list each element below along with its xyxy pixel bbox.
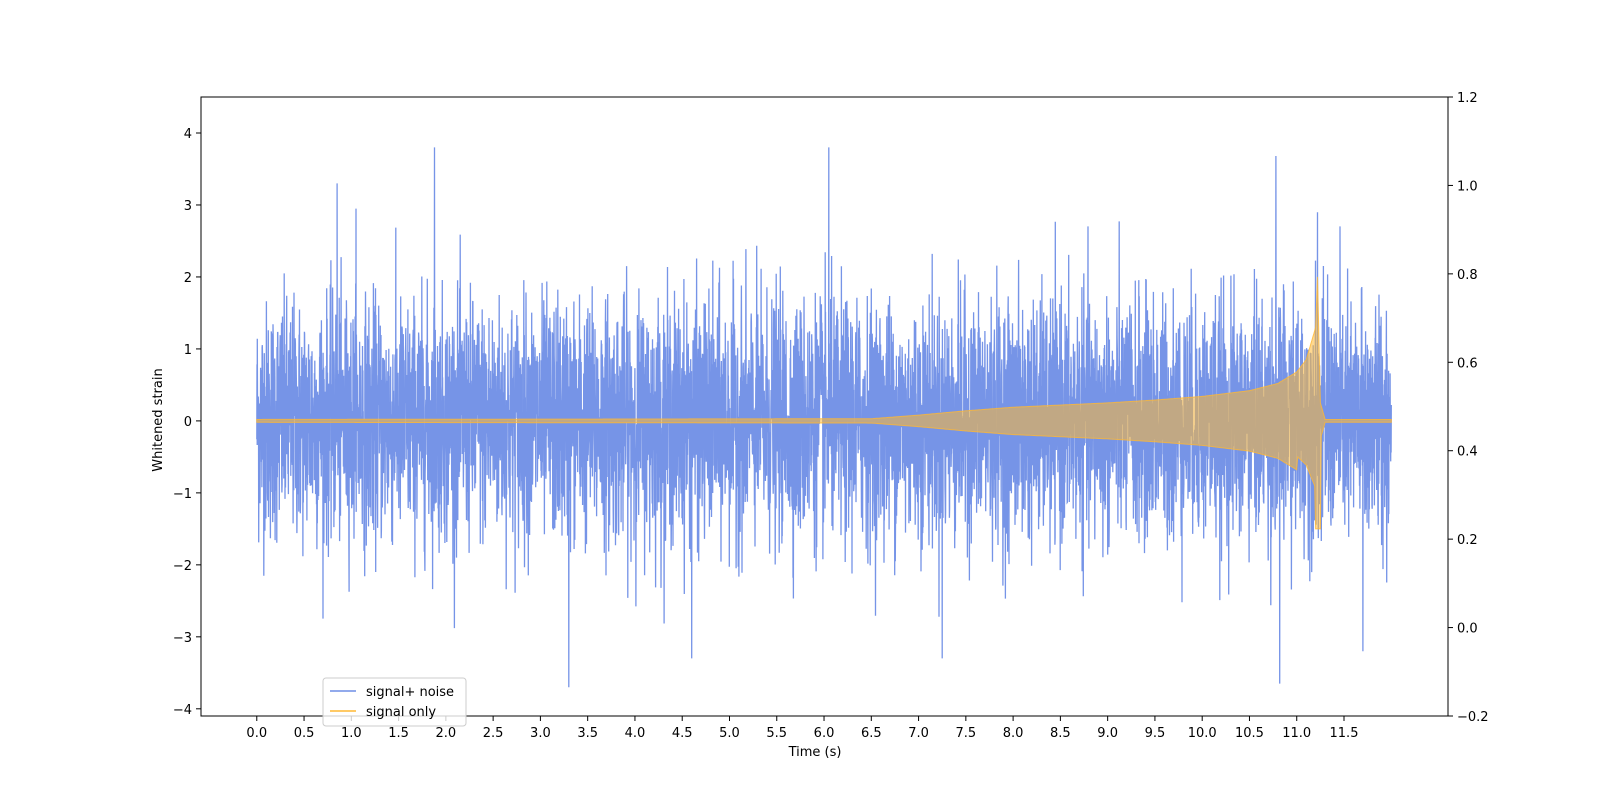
y-tick-label: −4 [173,703,192,718]
x-tick-label: 11.5 [1330,726,1359,741]
x-tick-label: 1.5 [388,726,409,741]
x-tick-label: 5.5 [766,726,787,741]
y-tick-label: −2 [173,559,192,574]
plot-area [256,147,1392,688]
x-tick-label: 11.0 [1282,726,1311,741]
x-tick-label: 10.5 [1235,726,1264,741]
x-tick-label: 5.0 [719,726,740,741]
y2-tick-label: 0.4 [1457,445,1478,460]
x-tick-label: 2.5 [483,726,504,741]
axes: 0.0 0.5 1.0 1.5 2.0 2.5 3.0 3.5 4.0 4.5 5.0 5.5 6.0 6… [173,91,1489,741]
x-tick-label: 8.5 [1050,726,1071,741]
x-tick-label: 3.5 [577,726,598,741]
y-tick-label: −1 [173,487,192,502]
x-tick-label: 6.0 [814,726,835,741]
x-tick-label: 9.5 [1145,726,1166,741]
legend-box [322,677,467,727]
x-axis-label: Time (s) [788,745,842,760]
x-tick-label: 0.0 [246,726,267,741]
y2-tick-label: 1.2 [1457,91,1478,106]
x-tick-label: 1.0 [341,726,362,741]
x-tick-label: 9.0 [1097,726,1118,741]
x-tick-label: 6.5 [861,726,882,741]
y2-tick-label: 0.8 [1457,268,1478,283]
legend: signal+ noise signal only [322,677,467,727]
series-area-signal-only [256,276,1392,530]
x-tick-label: 8.0 [1003,726,1024,741]
x-tick-label: 7.0 [908,726,929,741]
y2-tick-label: 0.6 [1457,356,1478,371]
series-line-signal-noise [256,147,1392,688]
y-tick-label: 1 [184,343,192,358]
y2-tick-label: 0.2 [1457,533,1478,548]
x-tick-label: 0.5 [294,726,315,741]
y-tick-label: 2 [184,271,192,286]
y2-tick-label: 1.0 [1457,179,1478,194]
x-tick-label: 10.0 [1188,726,1217,741]
y-tick-label: 0 [184,415,192,430]
series-group [256,147,1392,688]
y-axis-label: Whitened strain [151,368,166,471]
x-tick-label: 7.5 [955,726,976,741]
x-tick-label: 3.0 [530,726,551,741]
y-tick-label: −3 [173,631,192,646]
legend-label-signal-noise: signal+ noise [366,685,454,700]
legend-label-signal-only: signal only [366,705,436,720]
y-tick-label: 4 [184,127,192,142]
x-tick-label: 2.0 [436,726,457,741]
y-tick-label: 3 [184,199,192,214]
y2-tick-label: −0.2 [1457,710,1489,725]
x-tick-label: 4.0 [625,726,646,741]
x-tick-label: 4.5 [672,726,693,741]
y2-tick-label: 0.0 [1457,622,1478,637]
